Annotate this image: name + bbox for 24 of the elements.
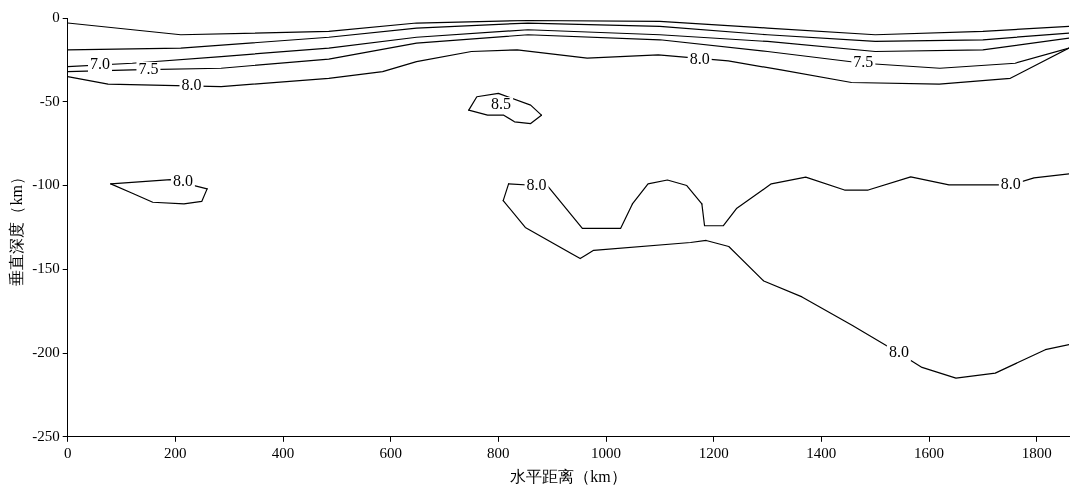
y-tick-label: -100 (32, 176, 60, 193)
annotation: 8.0 (172, 172, 193, 190)
x-tick-label: 200 (164, 444, 187, 461)
y-tick-label: -250 (32, 427, 60, 444)
annotation: 8.0 (689, 50, 710, 68)
x-tick-label: 1600 (914, 444, 945, 461)
y-tick-label: -150 (32, 260, 60, 277)
annotation: 7.0 (90, 55, 110, 73)
x-tick-label: 400 (271, 444, 295, 461)
y-tick-label: 0 (52, 8, 60, 25)
y-tick-label: -50 (39, 92, 60, 109)
x-tick-label: 1800 (1021, 444, 1052, 461)
x-tick-label: 1400 (806, 444, 837, 461)
annotation: 8.0 (181, 76, 202, 94)
x-tick-label: 1200 (698, 444, 729, 461)
x-tick-label: 600 (379, 444, 402, 461)
x-axis-title: 水平距离（km） (510, 467, 627, 485)
y-axis-title: 垂直深度（km） (7, 169, 25, 286)
annotation: 8.5 (491, 95, 512, 113)
x-tick-label: 800 (487, 444, 510, 461)
x-tick-label: 1000 (591, 444, 622, 461)
annotation: 7.5 (138, 60, 159, 78)
y-tick-label: -200 (32, 343, 60, 360)
x-tick-label: 0 (63, 444, 72, 461)
